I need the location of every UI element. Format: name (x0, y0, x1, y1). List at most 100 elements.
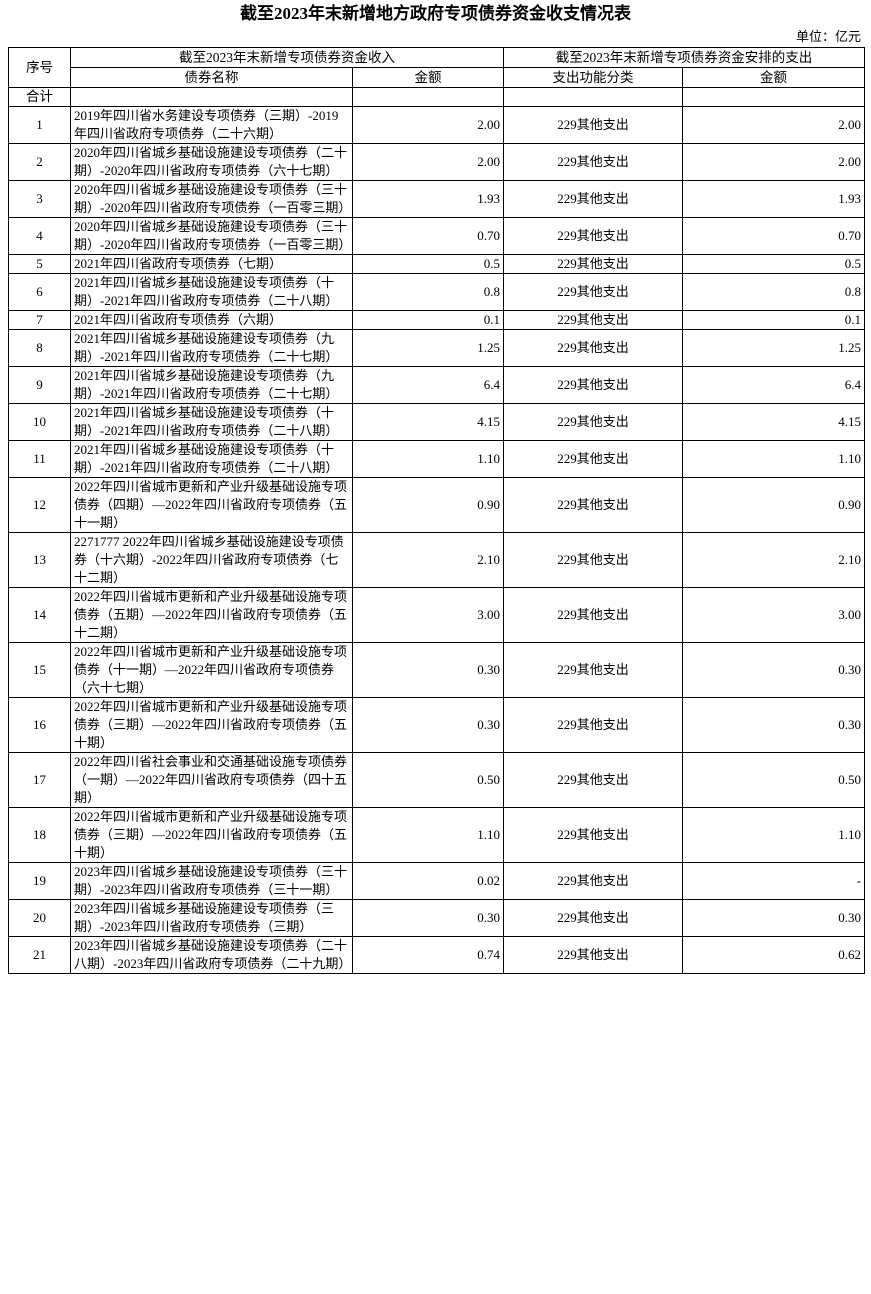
cell-income-amount: 0.90 (352, 477, 504, 533)
cell-expense-amount: 0.5 (682, 254, 865, 274)
cell-expense-amount: - (682, 862, 865, 900)
cell-income-amount: 1.10 (352, 807, 504, 863)
cell-expense-amount: 0.30 (682, 697, 865, 753)
total-bond-name (70, 87, 353, 107)
cell-seq: 19 (8, 862, 71, 900)
cell-expense-amount: 0.1 (682, 310, 865, 330)
cell-income-amount: 0.1 (352, 310, 504, 330)
cell-expense-function: 229其他支出 (503, 899, 683, 937)
cell-bond-name: 2020年四川省城乡基础设施建设专项债券（三十期）-2020年四川省政府专项债券… (70, 217, 353, 255)
cell-expense-function: 229其他支出 (503, 697, 683, 753)
table-row: 18 2022年四川省城市更新和产业升级基础设施专项债券（三期）—2022年四川省… (8, 807, 865, 863)
cell-seq: 17 (8, 752, 71, 808)
cell-seq: 15 (8, 642, 71, 698)
cell-expense-amount: 0.70 (682, 217, 865, 255)
table-row: 17 2022年四川省社会事业和交通基础设施专项债券（一期）—2022年四川省政府… (8, 752, 865, 808)
table-row: 5 2021年四川省政府专项债券（七期） 0.5 229其他支出 0.5 (8, 254, 865, 274)
table-row: 1 2019年四川省水务建设专项债券（三期）-2019年四川省政府专项债券（二十六… (8, 106, 865, 144)
header-seq: 序号 (8, 47, 71, 88)
cell-income-amount: 0.74 (352, 936, 504, 974)
cell-income-amount: 0.02 (352, 862, 504, 900)
cell-expense-amount: 1.10 (682, 440, 865, 478)
header-income-amount: 金额 (352, 67, 504, 88)
cell-bond-name: 2021年四川省城乡基础设施建设专项债券（十期）-2021年四川省政府专项债券（… (70, 273, 353, 311)
cell-bond-name: 2021年四川省城乡基础设施建设专项债券（九期）-2021年四川省政府专项债券（… (70, 366, 353, 404)
cell-bond-name: 2020年四川省城乡基础设施建设专项债券（二十期）-2020年四川省政府专项债券… (70, 143, 353, 181)
cell-income-amount: 6.4 (352, 366, 504, 404)
cell-seq: 21 (8, 936, 71, 974)
header-row-columns: 债券名称 金额 支出功能分类 金额 (9, 67, 865, 88)
total-row: 合计 (8, 87, 865, 107)
table-row: 9 2021年四川省城乡基础设施建设专项债券（九期）-2021年四川省政府专项债券… (8, 366, 865, 404)
cell-income-amount: 2.00 (352, 106, 504, 144)
cell-bond-name: 2023年四川省城乡基础设施建设专项债券（三十期）-2023年四川省政府专项债券… (70, 862, 353, 900)
cell-expense-function: 229其他支出 (503, 936, 683, 974)
table-row: 21 2023年四川省城乡基础设施建设专项债券（二十八期）-2023年四川省政府专… (8, 936, 865, 974)
cell-expense-amount: 0.8 (682, 273, 865, 311)
cell-expense-amount: 3.00 (682, 587, 865, 643)
cell-seq: 2 (8, 143, 71, 181)
cell-income-amount: 2.00 (352, 143, 504, 181)
cell-seq: 8 (8, 329, 71, 367)
cell-income-amount: 4.15 (352, 403, 504, 441)
cell-expense-function: 229其他支出 (503, 106, 683, 144)
page-title: 截至2023年末新增地方政府专项债券资金收支情况表 (240, 4, 631, 23)
cell-income-amount: 0.5 (352, 254, 504, 274)
cell-seq: 16 (8, 697, 71, 753)
cell-income-amount: 1.93 (352, 180, 504, 218)
cell-expense-function: 229其他支出 (503, 143, 683, 181)
cell-expense-function: 229其他支出 (503, 366, 683, 404)
cell-bond-name: 2022年四川省城市更新和产业升级基础设施专项债券（四期）—2022年四川省政府… (70, 477, 353, 533)
cell-expense-amount: 0.62 (682, 936, 865, 974)
cell-expense-function: 229其他支出 (503, 807, 683, 863)
table-header: 序号 截至2023年末新增专项债券资金收入 截至2023年末新增专项债券资金安排… (8, 47, 865, 88)
cell-seq: 12 (8, 477, 71, 533)
cell-seq: 14 (8, 587, 71, 643)
table-body: 合计 1 2019年四川省水务建设专项债券（三期）-2019年四川省政府专项债券（… (8, 87, 865, 974)
cell-seq: 20 (8, 899, 71, 937)
header-group-expenditure: 截至2023年末新增专项债券资金安排的支出 (503, 47, 865, 68)
cell-expense-amount: 2.00 (682, 143, 865, 181)
cell-expense-function: 229其他支出 (503, 217, 683, 255)
cell-bond-name: 2019年四川省水务建设专项债券（三期）-2019年四川省政府专项债券（二十六期… (70, 106, 353, 144)
header-expense-function: 支出功能分类 (503, 67, 683, 88)
cell-expense-function: 229其他支出 (503, 310, 683, 330)
cell-expense-amount: 2.00 (682, 106, 865, 144)
cell-seq: 9 (8, 366, 71, 404)
cell-income-amount: 3.00 (352, 587, 504, 643)
cell-income-amount: 0.50 (352, 752, 504, 808)
cell-bond-name: 2021年四川省城乡基础设施建设专项债券（十期）-2021年四川省政府专项债券（… (70, 440, 353, 478)
cell-income-amount: 2.10 (352, 532, 504, 588)
table-row: 8 2021年四川省城乡基础设施建设专项债券（九期）-2021年四川省政府专项债券… (8, 329, 865, 367)
cell-expense-amount: 0.30 (682, 642, 865, 698)
cell-expense-function: 229其他支出 (503, 752, 683, 808)
bond-funds-table: 序号 截至2023年末新增专项债券资金收入 截至2023年末新增专项债券资金安排… (8, 47, 865, 974)
cell-bond-name: 2022年四川省城市更新和产业升级基础设施专项债券（三期）—2022年四川省政府… (70, 697, 353, 753)
cell-bond-name: 2022年四川省城市更新和产业升级基础设施专项债券（十一期）—2022年四川省政… (70, 642, 353, 698)
cell-bond-name: 2023年四川省城乡基础设施建设专项债券（三期）-2023年四川省政府专项债券（… (70, 899, 353, 937)
cell-expense-amount: 0.30 (682, 899, 865, 937)
cell-income-amount: 1.25 (352, 329, 504, 367)
cell-bond-name: 2022年四川省城市更新和产业升级基础设施专项债券（五期）—2022年四川省政府… (70, 587, 353, 643)
unit-label: 单位：亿元 (795, 29, 861, 44)
cell-expense-function: 229其他支出 (503, 587, 683, 643)
table-row: 3 2020年四川省城乡基础设施建设专项债券（三十期）-2020年四川省政府专项债… (8, 180, 865, 218)
cell-expense-amount: 0.90 (682, 477, 865, 533)
cell-income-amount: 0.30 (352, 697, 504, 753)
cell-expense-function: 229其他支出 (503, 440, 683, 478)
cell-expense-function: 229其他支出 (503, 273, 683, 311)
table-row: 6 2021年四川省城乡基础设施建设专项债券（十期）-2021年四川省政府专项债券… (8, 273, 865, 311)
table-row: 14 2022年四川省城市更新和产业升级基础设施专项债券（五期）—2022年四川省… (8, 587, 865, 643)
total-function (503, 87, 683, 107)
cell-expense-function: 229其他支出 (503, 862, 683, 900)
cell-expense-function: 229其他支出 (503, 403, 683, 441)
table-row: 15 2022年四川省城市更新和产业升级基础设施专项债券（十一期）—2022年四川… (8, 642, 865, 698)
total-expense-amount (682, 87, 865, 107)
cell-expense-amount: 4.15 (682, 403, 865, 441)
cell-bond-name: 2021年四川省政府专项债券（六期） (70, 310, 353, 330)
table-row: 11 2021年四川省城乡基础设施建设专项债券（十期）-2021年四川省政府专项债… (8, 440, 865, 478)
table-row: 20 2023年四川省城乡基础设施建设专项债券（三期）-2023年四川省政府专项债… (8, 899, 865, 937)
cell-expense-function: 229其他支出 (503, 477, 683, 533)
table-row: 10 2021年四川省城乡基础设施建设专项债券（十期）-2021年四川省政府专项债… (8, 403, 865, 441)
